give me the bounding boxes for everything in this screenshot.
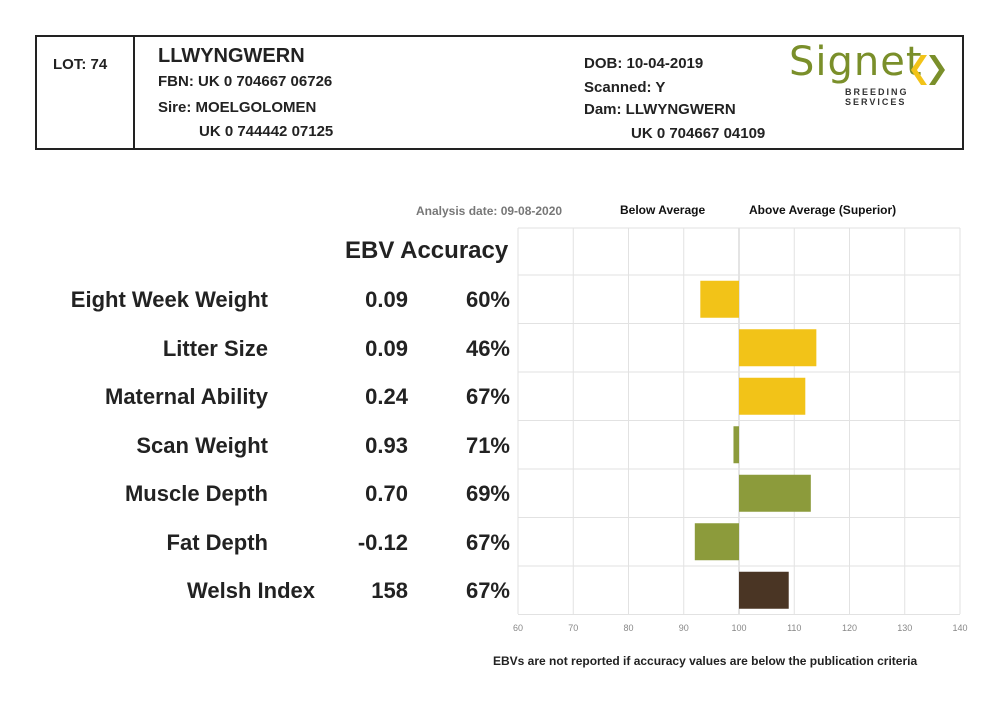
accuracy-value: 46% — [465, 335, 510, 361]
ebv-value: 0.93 — [365, 432, 408, 458]
ebv-accuracy-header: EBV Accuracy — [345, 237, 509, 264]
accuracy-value: 67% — [465, 578, 510, 603]
date-of-birth: DOB: 10-04-2019 — [584, 55, 704, 72]
header-divider — [133, 37, 135, 148]
animal-header: LOT: 74 LLWYNGWERN FBN: UK 0 704667 0672… — [35, 35, 964, 150]
trait-label: Litter Size — [162, 335, 268, 361]
x-tick-label: 60 — [513, 623, 523, 633]
footnote: EBVs are not reported if accuracy values… — [493, 654, 918, 668]
fbn-number: FBN: UK 0 704667 06726 — [158, 73, 333, 90]
logo-wordmark: Signet — [789, 39, 923, 85]
bar — [694, 523, 739, 561]
animal-name: LLWYNGWERN — [158, 45, 305, 67]
analysis-date: Analysis date: 09-08-2020 — [416, 204, 563, 218]
x-tick-label: 110 — [787, 623, 801, 633]
sire-id: UK 0 744442 07125 — [199, 123, 334, 140]
bar — [739, 474, 811, 512]
ebv-value: 158 — [371, 578, 408, 603]
legend-below-average: Below Average — [620, 203, 706, 217]
trait-label: Welsh Index — [187, 578, 315, 603]
bar — [733, 426, 739, 464]
x-tick-label: 130 — [897, 623, 912, 633]
accuracy-value: 69% — [465, 481, 510, 506]
ebv-value: 0.09 — [365, 335, 408, 361]
trait-label: Fat Depth — [166, 529, 268, 555]
bar — [739, 571, 789, 609]
ebv-value: -0.12 — [357, 529, 408, 555]
scanned-status: Scanned: Y — [584, 79, 666, 96]
accuracy-value: 71% — [465, 432, 510, 458]
legend-above-average: Above Average (Superior) — [749, 203, 897, 217]
bar — [739, 377, 806, 415]
sire-name: Sire: MOELGOLOMEN — [158, 99, 317, 116]
trait-label: Muscle Depth — [124, 481, 268, 506]
x-tick-label: 70 — [568, 623, 578, 633]
logo-subtitle: BREEDING SERVICES — [845, 87, 909, 107]
x-tick-label: 100 — [731, 623, 746, 633]
ebv-value: 0.70 — [365, 481, 408, 506]
logo-chevrons-icon — [911, 55, 945, 85]
dam-name: Dam: LLWYNGWERN — [584, 101, 736, 118]
x-tick-label: 90 — [679, 623, 689, 633]
lot-number: LOT: 74 — [53, 56, 108, 73]
dam-id: UK 0 704667 04109 — [631, 125, 766, 142]
accuracy-value: 67% — [465, 529, 510, 555]
bar — [739, 329, 817, 367]
x-tick-label: 140 — [952, 623, 967, 633]
trait-label: Eight Week Weight — [70, 287, 268, 312]
trait-label: Scan Weight — [136, 432, 268, 458]
signet-logo: Signet BREEDING SERVICES — [789, 39, 949, 107]
x-tick-label: 80 — [623, 623, 633, 633]
trait-label: Maternal Ability — [105, 384, 268, 409]
bar — [700, 280, 739, 318]
accuracy-value: 67% — [465, 384, 510, 409]
ebv-value: 0.09 — [365, 287, 408, 312]
ebv-value: 0.24 — [365, 384, 408, 409]
accuracy-value: 60% — [465, 287, 510, 312]
x-tick-label: 120 — [842, 623, 857, 633]
